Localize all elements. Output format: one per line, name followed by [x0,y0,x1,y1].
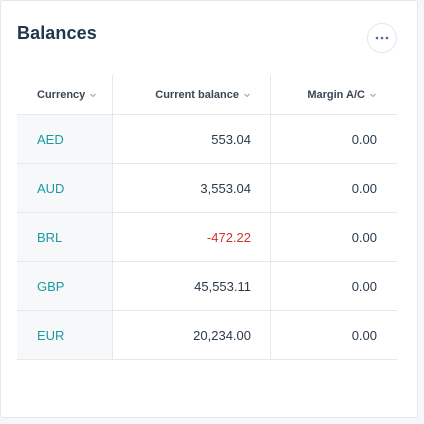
table-row[interactable]: AUD 3,553.04 0.00 [17,164,397,213]
column-header-margin-ac[interactable]: Margin A/C [270,75,397,114]
current-balance-value: -472.22 [112,213,270,261]
currency-link[interactable]: BRL [17,213,112,261]
table-row[interactable]: BRL -472.22 0.00 [17,213,397,262]
currency-link[interactable]: EUR [17,311,112,359]
current-balance-value: 553.04 [112,115,270,163]
table-row[interactable]: EUR 20,234.00 0.00 [17,311,397,360]
current-balance-value: 20,234.00 [112,311,270,359]
column-header-label: Currency [37,88,86,101]
balances-table: Currency Current balance Margin A/C AED [17,75,397,360]
currency-link[interactable]: GBP [17,262,112,310]
table-header: Currency Current balance Margin A/C [17,75,397,115]
currency-link[interactable]: AED [17,115,112,163]
margin-value: 0.00 [270,115,397,163]
column-header-label: Current balance [155,88,239,101]
current-balance-value: 45,553.11 [112,262,270,310]
margin-value: 0.00 [270,164,397,212]
chevron-down-icon [243,91,251,99]
column-header-label: Margin A/C [307,88,365,101]
column-header-currency[interactable]: Currency [17,75,112,114]
current-balance-value: 3,553.04 [112,164,270,212]
currency-link[interactable]: AUD [17,164,112,212]
margin-value: 0.00 [270,262,397,310]
card-title: Balances [17,23,97,43]
more-options-button[interactable] [367,23,397,53]
chevron-down-icon [89,91,97,99]
table-row[interactable]: AED 553.04 0.00 [17,115,397,164]
balances-card: Balances Currency Current balance [0,0,418,418]
chevron-down-icon [369,91,377,99]
more-horizontal-icon [375,36,389,40]
table-row[interactable]: GBP 45,553.11 0.00 [17,262,397,311]
margin-value: 0.00 [270,213,397,261]
margin-value: 0.00 [270,311,397,359]
column-header-current-balance[interactable]: Current balance [112,75,270,114]
